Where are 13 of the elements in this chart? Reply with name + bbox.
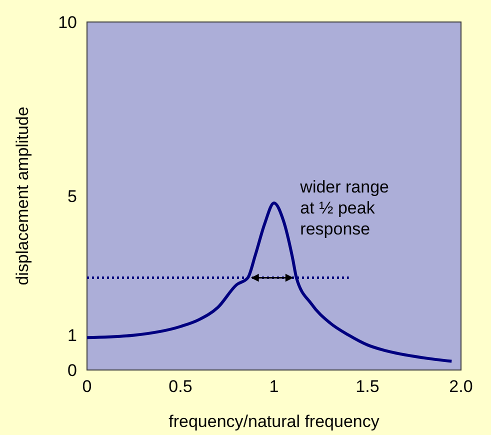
y-tick-label: 0	[68, 361, 77, 380]
y-tick-label: 1	[68, 326, 77, 346]
x-tick-label: 0.5	[168, 377, 192, 396]
y-tick-label: 5	[68, 187, 77, 206]
annotation: wider range at ½ peak response	[299, 178, 390, 239]
x-tick-label: 2.0	[449, 377, 473, 396]
y-axis-title: displacement amplitude	[13, 106, 32, 286]
x-axis-title: frequency/natural frequency	[168, 412, 380, 431]
x-tick-label: 1.5	[356, 377, 380, 396]
y-tick-label: 10	[58, 13, 77, 32]
x-tick-label: 0	[82, 377, 92, 396]
x-tick-label: 1	[269, 377, 279, 396]
line-series	[86, 201, 454, 363]
